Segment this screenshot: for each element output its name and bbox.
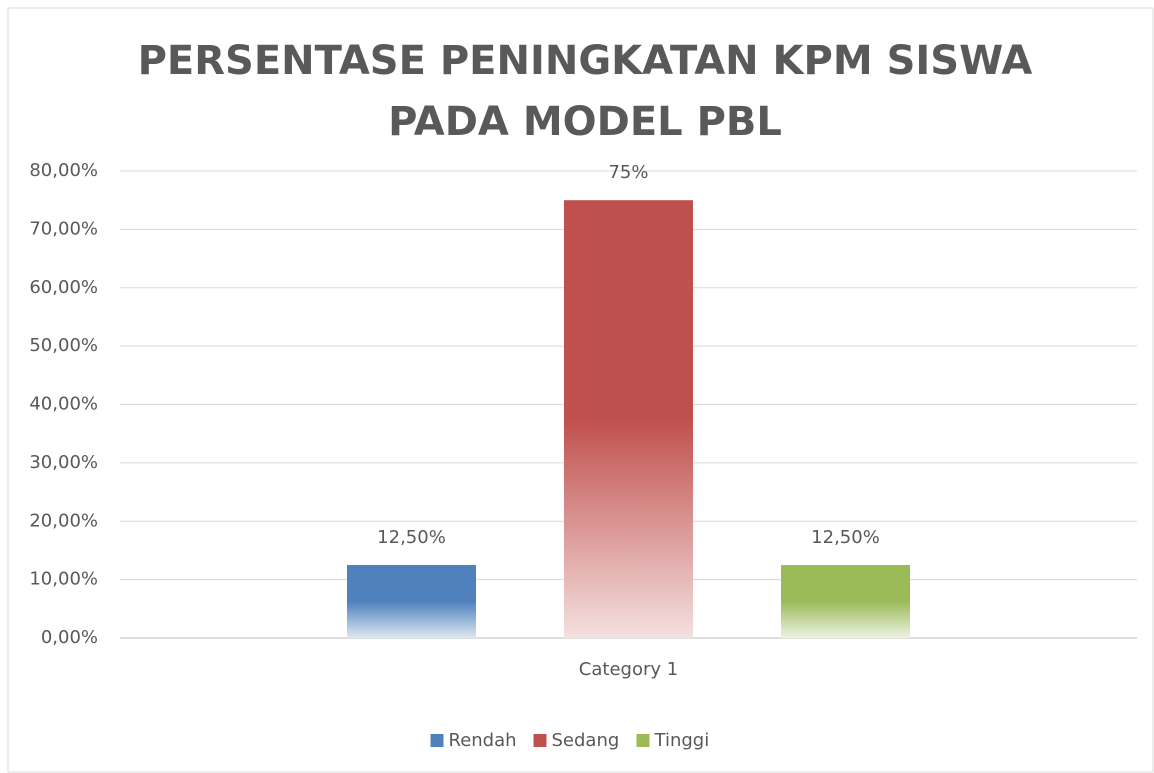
legend-label: Sedang [552, 730, 620, 751]
bar [781, 565, 910, 638]
x-tick-label: Category 1 [579, 659, 678, 680]
data-label: 12,50% [377, 527, 446, 548]
legend-swatch [533, 734, 547, 747]
y-tick-label: 80,00% [29, 160, 98, 181]
y-tick-label: 0,00% [41, 627, 98, 648]
y-tick-label: 30,00% [29, 452, 98, 473]
bar [347, 565, 476, 638]
y-tick-label: 40,00% [29, 394, 98, 415]
legend-swatch [636, 734, 650, 747]
y-tick-label: 70,00% [29, 218, 98, 239]
chart-title: PADA MODEL PBL [388, 99, 782, 145]
legend-swatch [430, 734, 444, 747]
y-tick-label: 50,00% [29, 335, 98, 356]
legend-label: Rendah [449, 730, 517, 751]
data-label: 12,50% [811, 527, 880, 548]
y-tick-label: 20,00% [29, 510, 98, 531]
bar [564, 200, 693, 638]
y-tick-label: 60,00% [29, 277, 98, 298]
legend-label: Tinggi [654, 730, 710, 751]
chart-title: PERSENTASE PENINGKATAN KPM SISWA [138, 38, 1033, 84]
data-label: 75% [608, 162, 648, 183]
y-tick-label: 10,00% [29, 569, 98, 590]
